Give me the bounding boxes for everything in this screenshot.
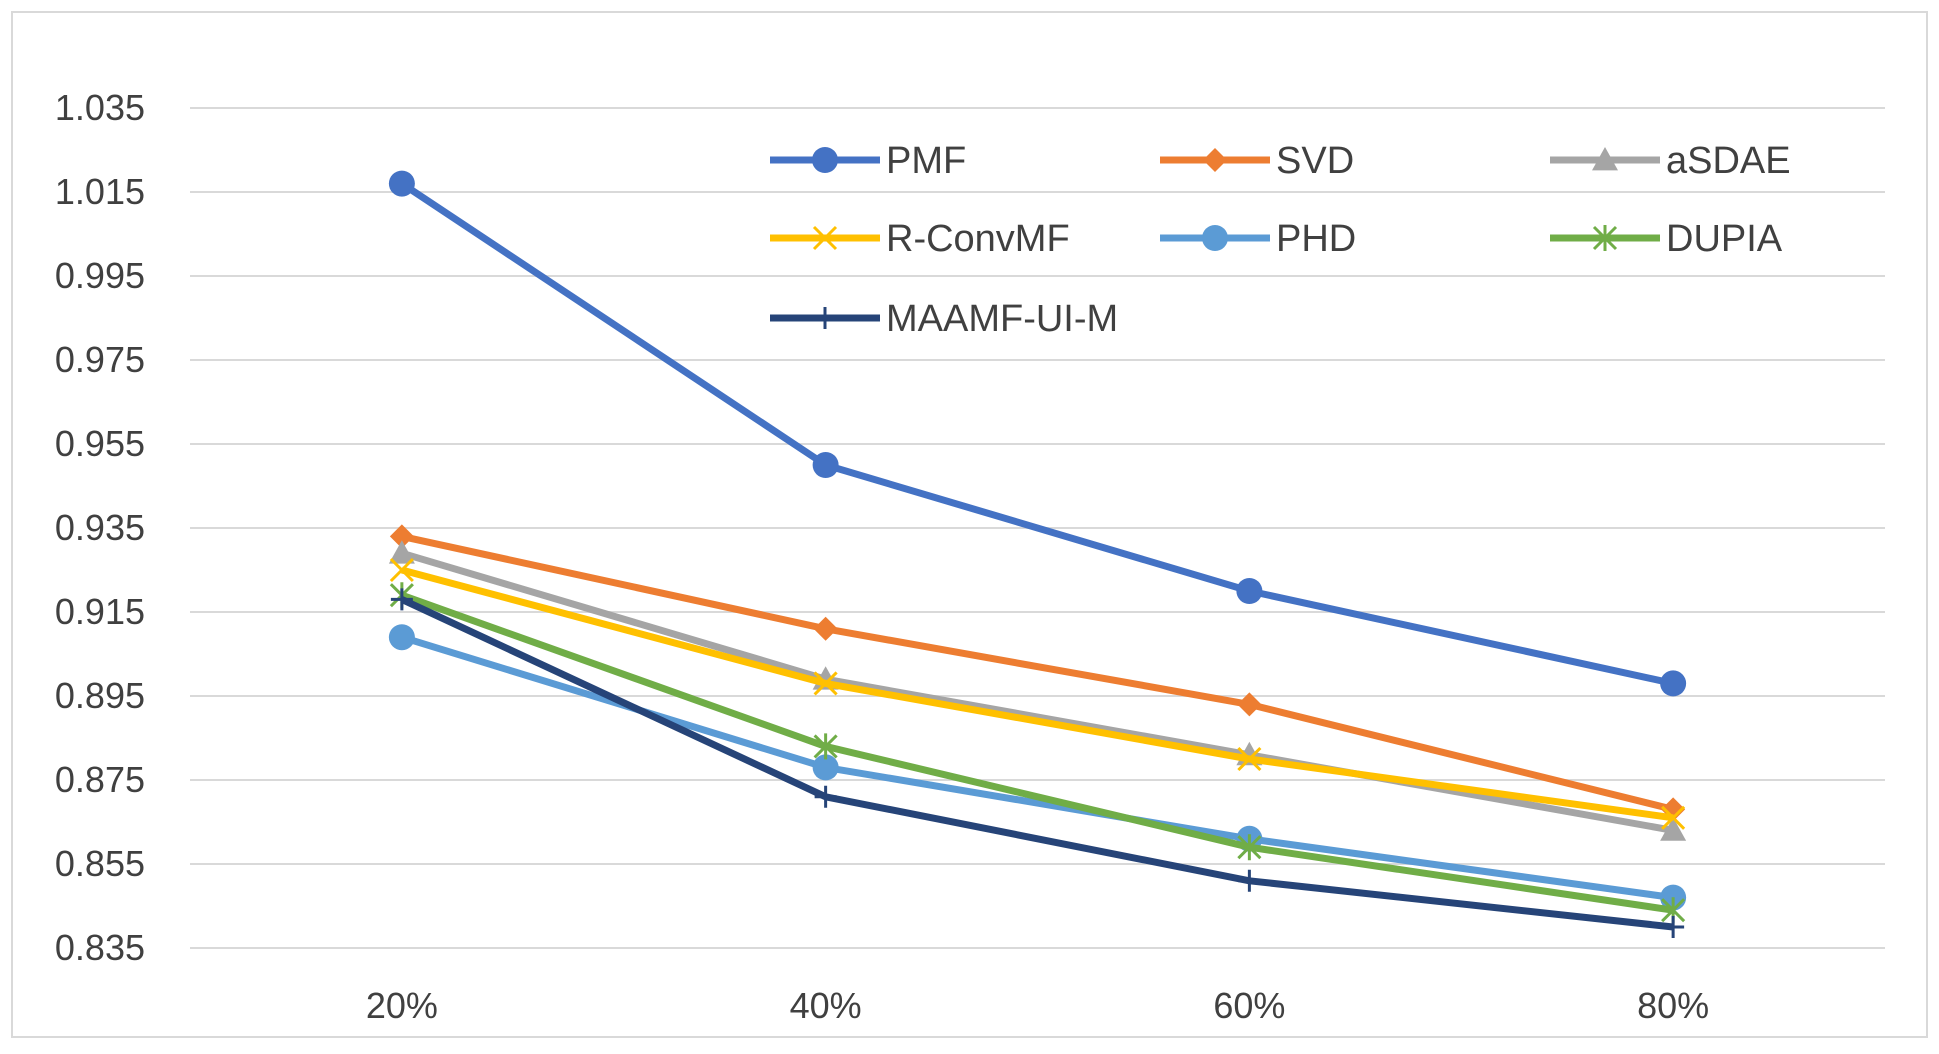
series-line xyxy=(401,532,1674,813)
data-point-maamf-ui-m xyxy=(814,785,837,808)
data-point-dupia xyxy=(813,733,838,760)
legend-item: SVD xyxy=(1160,140,1354,182)
x-tick-label: 20% xyxy=(366,985,438,1026)
legend-item: DUPIA xyxy=(1550,218,1783,260)
data-point-legend xyxy=(1592,147,1618,171)
series-line xyxy=(400,633,1674,902)
data-point-legend xyxy=(814,307,836,329)
series-phd xyxy=(388,624,1687,911)
data-point-asdae xyxy=(1660,817,1687,841)
y-tick-label: 0.955 xyxy=(55,423,145,464)
data-point-legend xyxy=(1592,225,1618,251)
series-svd xyxy=(389,524,1686,822)
data-point-phd xyxy=(388,624,415,651)
series-pmf xyxy=(388,170,1687,697)
data-point-pmf xyxy=(1236,578,1263,604)
data-point-pmf xyxy=(1660,670,1687,697)
data-point-svd xyxy=(389,524,414,549)
data-point-r-convmf xyxy=(1237,746,1262,772)
data-point-r-convmf xyxy=(389,557,414,583)
legend-item: R-ConvMF xyxy=(770,218,1070,260)
legend-item: MAAMF-UI-M xyxy=(770,298,1118,340)
data-point-maamf-ui-m xyxy=(1238,869,1261,892)
x-tick-label: 40% xyxy=(790,985,862,1026)
y-tick-label: 0.935 xyxy=(55,507,145,548)
series-line xyxy=(400,591,1674,914)
y-tick-label: 0.995 xyxy=(55,255,145,296)
series-lines xyxy=(388,170,1687,938)
data-point-legend xyxy=(812,225,838,251)
legend-label: aSDAE xyxy=(1666,140,1791,182)
data-point-legend xyxy=(812,147,838,173)
y-tick-label: 0.975 xyxy=(55,339,145,380)
data-point-r-convmf xyxy=(813,671,838,696)
y-tick-label: 1.035 xyxy=(55,87,145,128)
y-tick-label: 0.855 xyxy=(55,843,145,884)
y-tick-label: 1.015 xyxy=(55,171,145,212)
legend-label: PMF xyxy=(886,140,966,182)
legend: PMF SVD aSDAE R-ConvMF PHD DUPIA MAAMF-UI-M xyxy=(770,140,1791,340)
series-line xyxy=(400,596,1674,931)
data-point-pmf xyxy=(388,170,415,197)
legend-label: DUPIA xyxy=(1666,218,1783,260)
y-axis-ticks: 0.835 0.855 0.875 0.895 0.915 0.935 0.955 0.975… xyxy=(55,87,145,968)
data-point-asdae xyxy=(388,540,415,564)
legend-item: PMF xyxy=(770,140,966,182)
series-r-convmf xyxy=(389,557,1686,830)
legend-label: SVD xyxy=(1276,140,1354,182)
series-line xyxy=(400,549,1674,834)
data-point-phd xyxy=(812,754,839,781)
legend-label: R-ConvMF xyxy=(886,218,1070,260)
y-tick-label: 0.835 xyxy=(55,927,145,968)
x-axis-ticks: 20% 40% 60% 80% xyxy=(366,985,1709,1026)
data-point-svd xyxy=(813,616,838,641)
data-point-maamf-ui-m xyxy=(1662,916,1685,938)
y-tick-label: 0.915 xyxy=(55,591,145,632)
series-line xyxy=(400,566,1674,822)
chart-border xyxy=(11,11,1928,1038)
data-point-r-convmf xyxy=(1661,805,1686,830)
data-point-maamf-ui-m xyxy=(390,588,413,611)
data-point-pmf xyxy=(812,452,839,478)
data-point-dupia xyxy=(1237,834,1262,861)
legend-item: aSDAE xyxy=(1550,140,1791,182)
series-maamf-ui-m xyxy=(390,588,1685,938)
x-tick-label: 80% xyxy=(1637,985,1709,1026)
legend-label: MAAMF-UI-M xyxy=(886,298,1118,340)
legend-label: PHD xyxy=(1276,218,1356,260)
y-tick-label: 0.895 xyxy=(55,675,145,716)
legend-item: PHD xyxy=(1160,218,1356,260)
data-point-legend xyxy=(1202,225,1228,251)
data-point-legend xyxy=(1203,148,1227,172)
x-tick-label: 60% xyxy=(1213,985,1285,1026)
data-point-svd xyxy=(1237,692,1262,717)
series-line xyxy=(399,180,1674,687)
y-tick-label: 0.875 xyxy=(55,759,145,800)
